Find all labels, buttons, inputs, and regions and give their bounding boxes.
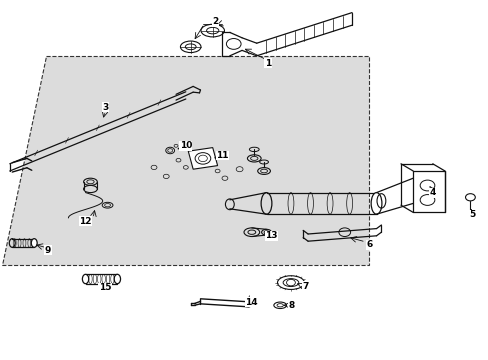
- Text: 10: 10: [179, 141, 192, 150]
- Polygon shape: [188, 148, 217, 169]
- Circle shape: [195, 153, 210, 164]
- Text: 11: 11: [216, 151, 228, 160]
- Text: 14: 14: [245, 298, 258, 307]
- Text: 3: 3: [102, 103, 108, 112]
- Ellipse shape: [370, 193, 381, 214]
- Text: 9: 9: [44, 246, 51, 255]
- Text: 15: 15: [99, 284, 111, 293]
- Text: 4: 4: [428, 188, 435, 197]
- Text: 5: 5: [468, 210, 474, 220]
- Text: 7: 7: [302, 282, 308, 291]
- Text: 2: 2: [212, 17, 218, 26]
- Text: 8: 8: [288, 301, 294, 310]
- Text: 1: 1: [264, 59, 270, 68]
- Text: 12: 12: [79, 217, 92, 226]
- Ellipse shape: [31, 239, 37, 247]
- Ellipse shape: [114, 274, 120, 284]
- Text: 6: 6: [366, 240, 371, 249]
- Text: 13: 13: [264, 231, 277, 240]
- Polygon shape: [2, 56, 368, 265]
